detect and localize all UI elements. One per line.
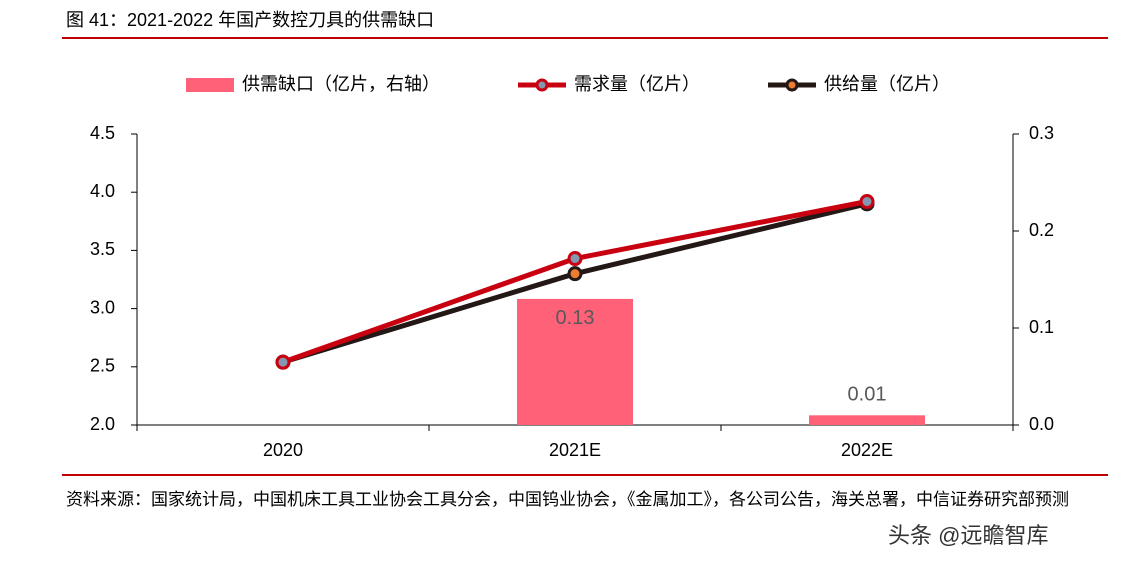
legend-swatch — [186, 78, 234, 92]
y-tick-label: 4.5 — [90, 123, 115, 143]
bar-value-label: 0.01 — [848, 384, 887, 406]
line-marker — [275, 354, 291, 370]
y2-tick-label: 0.2 — [1029, 220, 1054, 240]
bar — [809, 415, 925, 425]
legend-marker — [535, 78, 549, 92]
y2-tick-label: 0.3 — [1029, 123, 1054, 143]
x-tick-label: 2020 — [263, 440, 303, 460]
x-tick-label: 2022E — [841, 440, 893, 460]
legend-label: 需求量（亿片） — [574, 74, 700, 94]
line-marker — [567, 251, 583, 267]
chart-title: 图 41：2021-2022 年国产数控刀具的供需缺口 — [66, 10, 434, 30]
y2-tick-label: 0.1 — [1029, 317, 1054, 337]
legend-label: 供给量（亿片） — [824, 74, 950, 94]
y-tick-label: 3.0 — [90, 297, 115, 317]
line-marker — [859, 194, 875, 210]
x-tick-label: 2021E — [549, 440, 601, 460]
legend-label: 供需缺口（亿片，右轴） — [242, 74, 440, 94]
line-marker — [567, 266, 583, 282]
y-tick-label: 2.0 — [90, 414, 115, 434]
y-tick-label: 4.0 — [90, 181, 115, 201]
bar — [517, 298, 633, 425]
y-tick-label: 2.5 — [90, 356, 115, 376]
bar-value-label: 0.13 — [556, 307, 595, 329]
y-tick-label: 3.5 — [90, 239, 115, 259]
legend-marker — [785, 78, 799, 92]
watermark: 头条 @远瞻智库 — [888, 523, 1049, 548]
source-note: 资料来源：国家统计局，中国机床工具工业协会工具分会，中国钨业协会，《金属加工》，… — [66, 490, 1069, 509]
y2-tick-label: 0.0 — [1029, 414, 1054, 434]
